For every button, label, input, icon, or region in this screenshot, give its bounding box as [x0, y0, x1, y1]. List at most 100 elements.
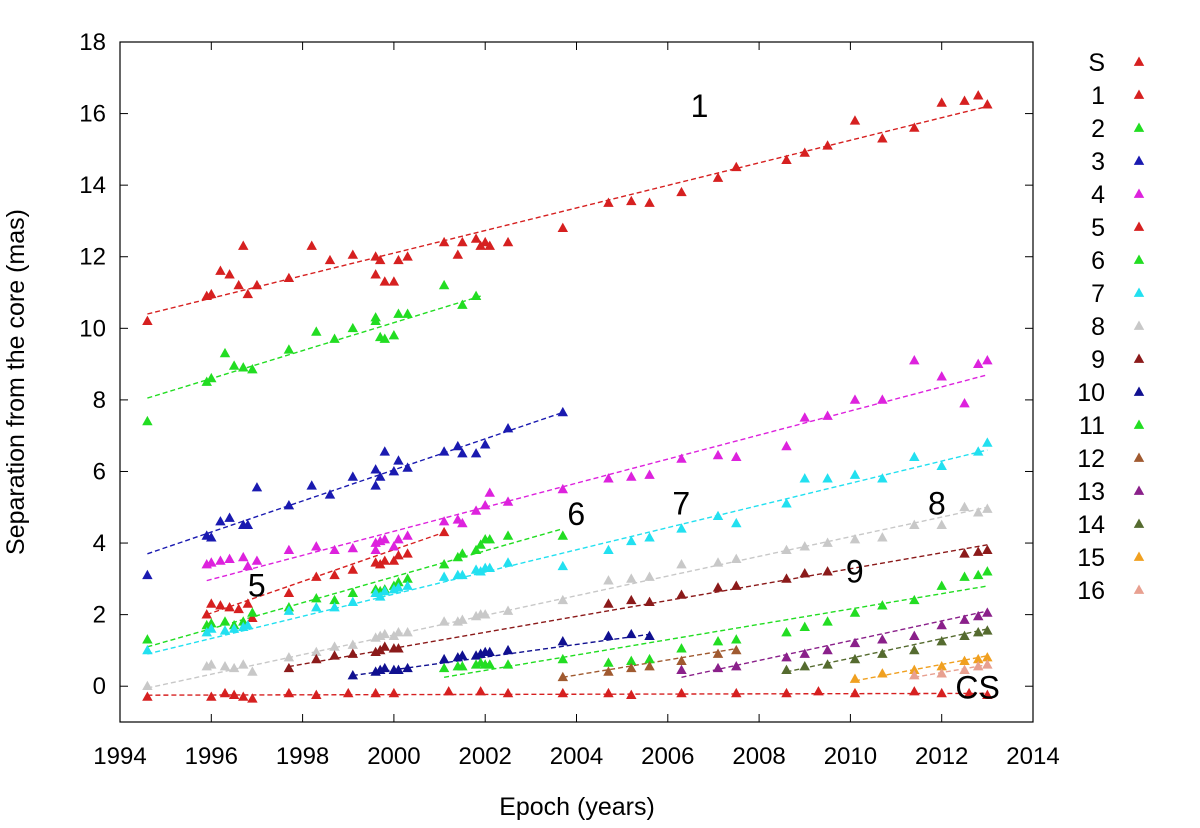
data-point	[799, 648, 810, 658]
data-point	[142, 569, 153, 580]
data-point	[475, 686, 486, 696]
data-point	[502, 644, 514, 655]
fit-line-11	[443, 585, 988, 678]
data-point	[502, 423, 514, 433]
data-point	[347, 471, 359, 481]
data-point	[224, 512, 235, 522]
data-point	[388, 541, 400, 551]
data-point	[215, 555, 226, 565]
annotation-label: 7	[672, 485, 690, 521]
data-point	[370, 587, 381, 598]
data-point	[557, 671, 569, 682]
data-point	[484, 562, 495, 572]
data-point	[676, 523, 687, 533]
data-point	[224, 553, 235, 564]
data-point	[374, 471, 386, 481]
data-point	[311, 541, 322, 551]
data-point	[676, 664, 687, 674]
data-point	[347, 639, 359, 649]
data-point	[388, 329, 400, 340]
data-point	[438, 446, 450, 456]
data-point	[329, 641, 340, 651]
data-point	[402, 548, 413, 558]
data-point	[242, 288, 254, 299]
data-point	[603, 666, 614, 676]
data-point	[238, 240, 249, 250]
data-point	[822, 644, 833, 655]
data-point	[781, 544, 792, 555]
data-point	[936, 460, 947, 470]
fit-line-16	[914, 664, 988, 678]
series-4	[201, 355, 993, 571]
y-tick-label: 18	[79, 29, 106, 56]
legend-label: 5	[1091, 214, 1105, 242]
data-point	[452, 440, 464, 451]
series-12	[557, 644, 742, 682]
data-point	[457, 236, 468, 247]
data-point	[329, 650, 340, 660]
data-point	[393, 627, 404, 637]
data-point	[201, 609, 212, 619]
x-tick-label: 2012	[915, 743, 968, 770]
data-point	[972, 507, 984, 517]
data-point	[379, 585, 390, 596]
data-point	[982, 503, 993, 513]
series-S	[142, 686, 993, 703]
data-point	[457, 548, 468, 558]
data-point	[206, 618, 217, 628]
data-point	[393, 308, 404, 318]
data-point	[238, 362, 249, 372]
data-point	[379, 333, 390, 343]
data-point	[781, 498, 792, 508]
data-point	[393, 254, 404, 265]
data-point	[484, 240, 495, 250]
data-point	[457, 517, 468, 528]
legend-label: 1	[1091, 82, 1105, 110]
legend-marker	[1133, 221, 1145, 231]
data-point	[799, 661, 810, 671]
data-point	[228, 662, 240, 673]
data-point	[347, 249, 359, 259]
data-point	[402, 580, 413, 590]
data-point	[712, 510, 724, 521]
data-point	[502, 659, 514, 669]
data-point	[311, 653, 322, 664]
data-point	[626, 662, 637, 673]
data-point	[347, 542, 359, 553]
data-point	[936, 635, 947, 646]
data-point	[370, 544, 381, 555]
data-point	[247, 693, 258, 703]
legend-marker	[1133, 254, 1145, 264]
x-tick-label: 1998	[276, 743, 329, 770]
x-tick-label: 2006	[641, 743, 694, 770]
y-tick-label: 0	[93, 673, 106, 700]
data-point	[731, 161, 742, 172]
legend-label: S	[1088, 49, 1105, 77]
data-point	[959, 614, 970, 624]
data-point	[822, 566, 833, 576]
data-point	[470, 233, 482, 243]
data-point	[822, 616, 833, 626]
data-point	[557, 687, 569, 698]
data-point	[799, 473, 810, 483]
x-tick-label: 2004	[550, 743, 603, 770]
data-point	[283, 344, 295, 354]
data-point	[644, 596, 655, 606]
data-point	[379, 628, 390, 639]
data-point	[982, 566, 993, 576]
data-point	[972, 546, 984, 556]
data-point	[781, 440, 792, 451]
data-point	[219, 625, 231, 635]
series-11	[438, 566, 993, 673]
data-point	[972, 627, 984, 637]
data-point	[731, 634, 742, 644]
data-point	[959, 397, 970, 408]
data-point	[972, 90, 984, 100]
data-point	[909, 355, 920, 365]
data-point	[438, 279, 450, 290]
y-tick-label: 4	[93, 530, 106, 557]
data-point	[676, 643, 687, 653]
data-point	[676, 186, 687, 197]
